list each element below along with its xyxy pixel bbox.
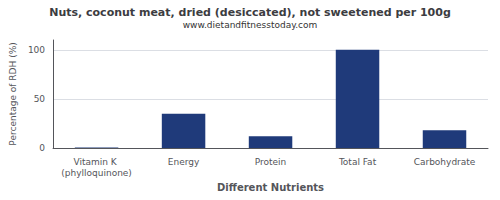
svg-text:0: 0 — [39, 143, 45, 153]
svg-text:(phylloquinone): (phylloquinone) — [61, 168, 132, 178]
svg-text:Different Nutrients: Different Nutrients — [217, 182, 324, 193]
svg-text:100: 100 — [28, 45, 45, 55]
svg-text:Nuts, coconut meat, dried (des: Nuts, coconut meat, dried (desiccated), … — [49, 6, 451, 19]
svg-text:Energy: Energy — [168, 157, 200, 167]
svg-text:Carbohydrate: Carbohydrate — [414, 157, 476, 167]
svg-text:Vitamin K: Vitamin K — [74, 157, 120, 167]
svg-text:www.dietandfitnesstoday.com: www.dietandfitnesstoday.com — [183, 20, 318, 30]
svg-text:Total Fat: Total Fat — [338, 157, 377, 167]
svg-text:Percentage of RDH (%): Percentage of RDH (%) — [8, 42, 18, 145]
svg-text:50: 50 — [34, 94, 46, 104]
svg-text:Protein: Protein — [255, 157, 287, 167]
